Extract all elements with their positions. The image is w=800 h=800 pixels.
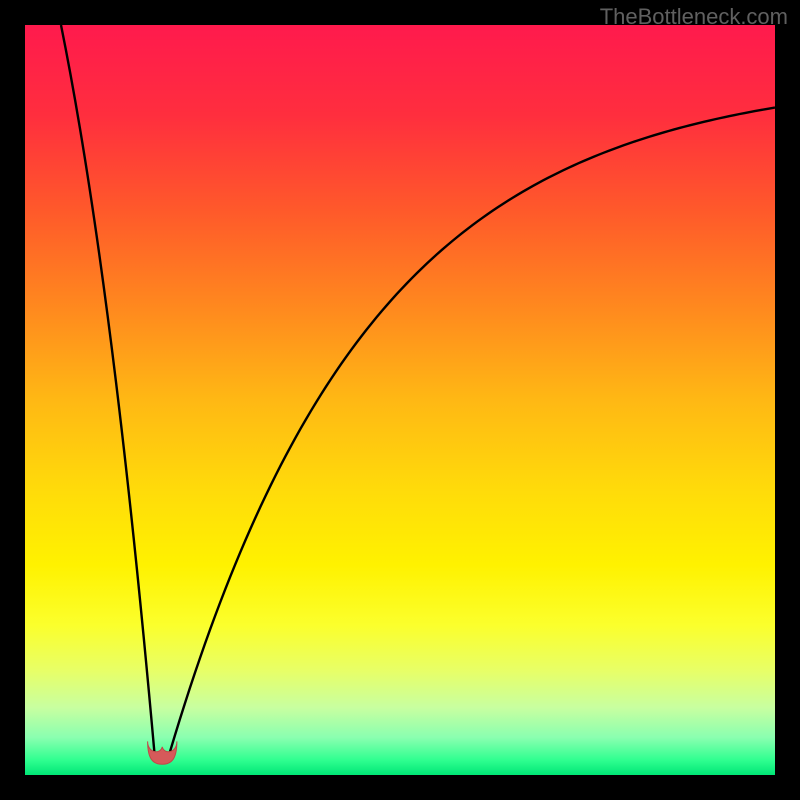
plot-area xyxy=(25,25,775,775)
watermark-text: TheBottleneck.com xyxy=(600,4,788,30)
curve-right-branch xyxy=(170,108,775,753)
curve-left-branch xyxy=(61,25,155,756)
curve-layer xyxy=(25,25,775,775)
